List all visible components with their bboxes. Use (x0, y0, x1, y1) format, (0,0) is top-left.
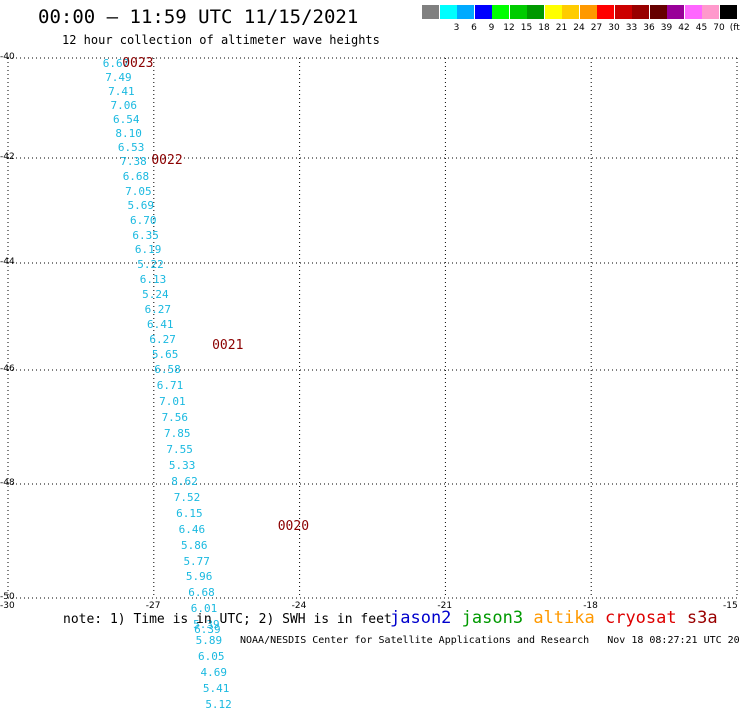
satellite-label: jason2 (390, 608, 451, 628)
lon-tick-label: -21 (437, 601, 452, 611)
satellite-label: cryosat (595, 608, 677, 628)
swh-value: 5.69 (128, 200, 155, 212)
lat-tick-label: -46 (0, 364, 15, 374)
lon-tick-label: -30 (0, 601, 15, 611)
swh-value: 6.58 (154, 364, 181, 376)
satellite-label: jason3 (451, 608, 523, 628)
pass-time-label: 0023 (122, 57, 153, 71)
swh-value: 5.65 (152, 349, 179, 361)
satellite-key: jason2 jason3 altika cryosat s3a (390, 608, 718, 628)
swh-value: 6.46 (179, 524, 206, 536)
swh-value: 5.86 (181, 540, 208, 552)
swh-value: 6.54 (113, 114, 140, 126)
swh-value: 7.38 (120, 156, 147, 168)
satellite-label: s3a (677, 608, 718, 628)
swh-value: 5.33 (169, 460, 196, 472)
lat-tick-label: -42 (0, 152, 15, 162)
lat-tick-label: -48 (0, 478, 15, 488)
swh-value: 7.55 (166, 444, 193, 456)
swh-value: 7.49 (105, 72, 132, 84)
swh-value: 7.85 (164, 428, 191, 440)
footer-note: note: 1) Time is in UTC; 2) SWH is in fe… (63, 612, 392, 627)
swh-value: 5.22 (137, 259, 164, 271)
pass-time-label: 0022 (151, 154, 182, 168)
swh-value: 5.12 (205, 699, 232, 711)
swh-value: 6.27 (149, 334, 176, 346)
swh-value: 5.89 (196, 635, 223, 647)
swh-value: 7.56 (162, 412, 189, 424)
swh-value: 5.41 (203, 683, 230, 695)
swh-value: 8.10 (115, 128, 142, 140)
lon-tick-label: -15 (723, 601, 738, 611)
swh-value: 6.27 (145, 304, 172, 316)
lon-tick-label: -27 (146, 601, 161, 611)
swh-value: 6.41 (147, 319, 174, 331)
satellite-label: altika (523, 608, 595, 628)
pass-time-label: 0021 (212, 339, 243, 353)
swh-value: 6.13 (140, 274, 167, 286)
lat-tick-label: -50 (0, 592, 15, 602)
lon-tick-label: -24 (292, 601, 307, 611)
swh-value: 6.53 (118, 142, 145, 154)
swh-value: 6.71 (157, 380, 184, 392)
swh-value: 6.35 (132, 230, 159, 242)
lat-tick-label: -40 (0, 52, 15, 62)
lat-tick-label: -44 (0, 257, 15, 267)
swh-value: 7.01 (159, 396, 186, 408)
swh-value: 6.19 (135, 244, 162, 256)
swh-value: 7.05 (125, 186, 152, 198)
swh-value: 5.24 (142, 289, 169, 301)
swh-value: 6.05 (198, 651, 225, 663)
credit-line: NOAA/NESDIS Center for Satellite Applica… (240, 635, 740, 646)
swh-value: 6.70 (130, 215, 157, 227)
swh-value: 7.52 (174, 492, 201, 504)
swh-value: 6.68 (188, 587, 215, 599)
swh-value: 6.15 (176, 508, 203, 520)
swh-value: 8.62 (171, 476, 198, 488)
pass-time-label: 0020 (278, 520, 309, 534)
lon-tick-label: -18 (583, 601, 598, 611)
swh-value: 7.06 (111, 100, 138, 112)
swh-value: 6.68 (123, 171, 150, 183)
swh-value: 4.69 (200, 667, 227, 679)
swh-value: 5.96 (186, 571, 213, 583)
swh-value: 5.77 (183, 556, 210, 568)
swh-value: 7.41 (108, 86, 135, 98)
